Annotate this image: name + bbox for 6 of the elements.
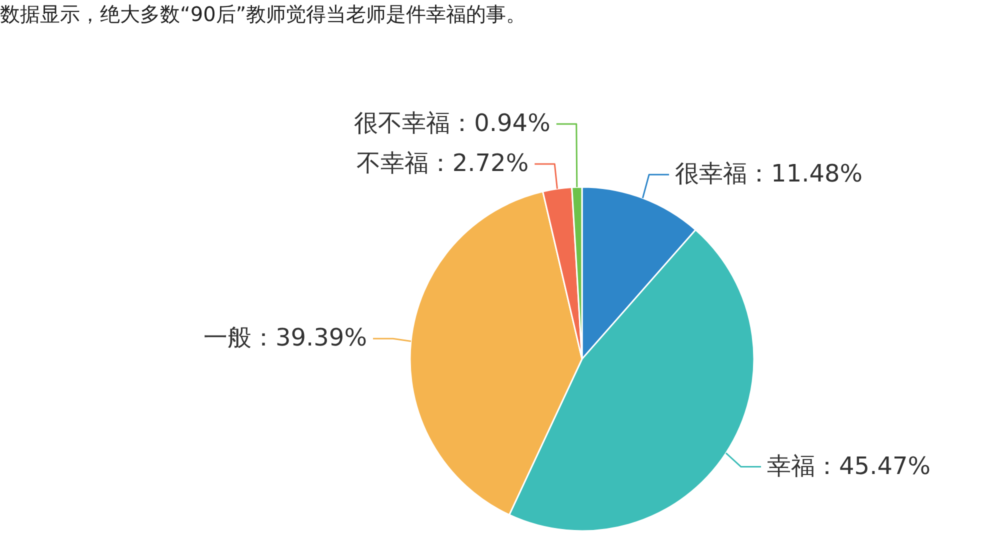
slice-label: 很幸福：11.48%	[675, 160, 863, 188]
slice-label: 幸福：45.47%	[767, 452, 931, 480]
slice-label: 很不幸福：0.94%	[354, 109, 550, 138]
chart-title: 数据显示，绝大多数“90后”教师觉得当老师是件幸福的事。	[0, 2, 526, 26]
slice-label: 一般：39.39%	[204, 324, 368, 352]
slice-label: 不幸福：2.72%	[356, 149, 529, 178]
